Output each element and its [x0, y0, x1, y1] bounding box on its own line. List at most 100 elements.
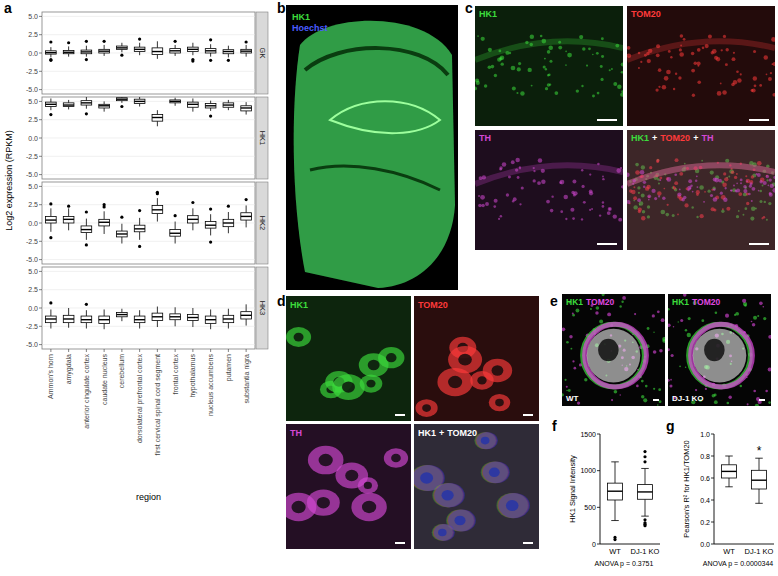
image-speck	[687, 189, 689, 191]
channel-label: HK1	[672, 297, 689, 307]
whisker-high	[86, 46, 87, 50]
box	[205, 49, 216, 53]
whisker-low	[121, 49, 122, 52]
image-speck	[481, 204, 484, 207]
image-speck	[716, 57, 720, 61]
grid-line	[42, 156, 255, 157]
box	[188, 315, 199, 321]
image-speck	[726, 402, 729, 405]
whisker-high	[68, 100, 69, 103]
image-cell	[415, 399, 437, 417]
image-speck	[641, 380, 644, 383]
tick-label: 2.5	[28, 286, 38, 293]
outlier	[643, 455, 646, 458]
whisker-low	[68, 323, 69, 328]
image-tile	[475, 130, 623, 250]
brain-counterstain	[294, 21, 455, 288]
image-speck	[680, 319, 683, 322]
whisker-high	[50, 208, 51, 216]
image-speck	[769, 193, 773, 197]
image-speck	[768, 77, 772, 81]
box	[722, 465, 737, 478]
image-speck	[683, 196, 687, 200]
median	[752, 480, 767, 481]
image-speck	[570, 348, 572, 350]
image-speck	[572, 179, 576, 183]
facet-frame	[42, 182, 255, 264]
outlier	[85, 58, 88, 61]
image-speck	[711, 51, 714, 54]
whisker-cap	[725, 456, 733, 457]
box	[46, 51, 57, 54]
image-speck	[732, 57, 736, 61]
image-speck	[692, 191, 694, 193]
tick-label: 5.0	[28, 268, 38, 275]
image-speck	[581, 85, 583, 87]
image-speck	[696, 175, 698, 177]
image-speck	[710, 194, 713, 197]
image-speck	[611, 68, 613, 70]
image-speck	[566, 341, 569, 344]
image-speck	[652, 314, 655, 317]
image-speck	[653, 350, 657, 354]
image-speck	[488, 66, 492, 70]
image-speck	[714, 394, 717, 397]
image-speck	[570, 208, 574, 212]
whisker-low	[68, 107, 69, 110]
image-speck	[512, 200, 514, 202]
outlier	[49, 236, 52, 239]
image-tile	[286, 424, 411, 549]
tick	[121, 349, 122, 352]
image-speck	[592, 54, 594, 56]
image-speck	[679, 52, 684, 57]
image-speck	[697, 48, 701, 52]
box	[152, 48, 163, 55]
whisker-cap	[641, 468, 649, 469]
whisker-low	[139, 323, 140, 329]
image-speck	[657, 404, 659, 406]
image-speck	[531, 85, 533, 87]
tick	[39, 174, 42, 175]
whisker-high	[50, 309, 51, 316]
median	[170, 316, 181, 317]
image-speck	[519, 203, 521, 205]
tick-label: -2.5	[26, 323, 38, 330]
image-speck	[600, 78, 603, 81]
whisker-high	[192, 98, 193, 102]
image-speck	[643, 185, 645, 187]
image-speck	[601, 37, 604, 40]
image-cell	[475, 432, 497, 449]
image-speck	[568, 389, 571, 392]
category-label: frontal cortex	[172, 354, 179, 395]
whisker-low	[139, 52, 140, 56]
image-cell	[482, 461, 509, 483]
image-cell	[448, 346, 482, 373]
whisker-low	[86, 323, 87, 329]
image-speck	[661, 318, 665, 322]
whisker-high	[121, 224, 122, 231]
tick	[39, 16, 42, 17]
image-speck	[736, 183, 738, 185]
channel-label: TH	[701, 133, 713, 143]
whisker-high	[157, 110, 158, 114]
grid-line	[42, 186, 255, 187]
median	[223, 318, 234, 319]
image-speck	[640, 170, 645, 175]
box	[241, 213, 252, 220]
tick-label: 0.4	[700, 497, 710, 504]
image-speck	[638, 67, 640, 69]
image-speck	[582, 47, 585, 50]
image-speck	[670, 56, 672, 58]
tick	[711, 434, 714, 435]
image-cell	[434, 483, 464, 507]
whisker-high	[175, 307, 176, 314]
box	[81, 316, 92, 323]
image-speck	[484, 84, 487, 87]
image-speck	[592, 94, 595, 97]
whisker-high	[210, 214, 211, 221]
image-speck	[702, 47, 705, 50]
category-label: caudate nucleus	[101, 354, 108, 405]
tick	[228, 349, 229, 352]
category-label: amygdala	[65, 354, 73, 384]
image-speck	[541, 179, 545, 183]
